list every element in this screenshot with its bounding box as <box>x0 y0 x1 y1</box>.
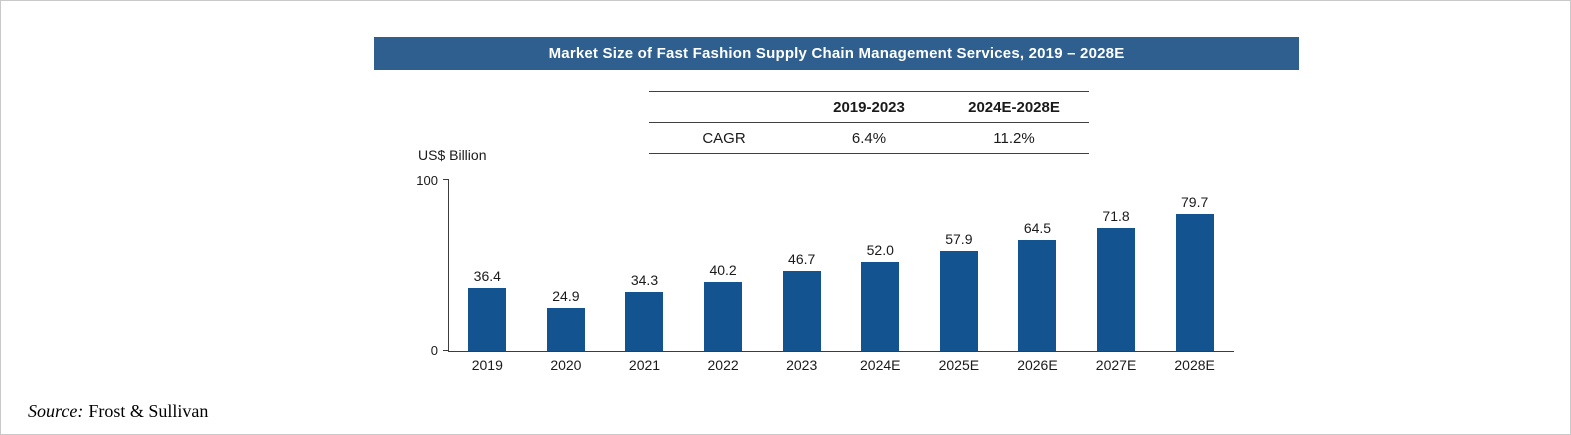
bar-group: 52.0 <box>841 159 920 351</box>
x-axis-line <box>448 351 1234 352</box>
cagr-table-header-cell: 2019-2023 <box>799 91 939 123</box>
x-axis-tick-label: 2021 <box>628 357 661 373</box>
y-axis-title: US$ Billion <box>418 147 487 163</box>
x-axis-tick-label: 2023 <box>786 357 818 373</box>
cagr-table-header-cell <box>649 91 799 123</box>
x-axis-labels: 2019 2020 2021 2022 2023 2024E 2025E 2026E 2027E… <box>448 357 1234 373</box>
x-axis-tick-label: 2025E <box>938 357 980 373</box>
bar-group: 57.9 <box>920 159 999 351</box>
bar-value-label: 36.4 <box>473 268 501 285</box>
y-axis-tick <box>443 350 448 351</box>
bar-group: 36.4 <box>448 159 527 351</box>
source-label: Source: <box>28 401 84 421</box>
x-axis-tick-label: 2020 <box>550 357 582 373</box>
cagr-table-header-cell: 2024E-2028E <box>939 91 1089 123</box>
bar <box>1097 227 1136 351</box>
y-axis-line <box>448 179 449 351</box>
x-axis-tick-label: 2026E <box>1017 357 1058 373</box>
cagr-value-2019-2023: 6.4% <box>799 122 939 154</box>
bar <box>861 261 900 351</box>
y-axis-tick-label-0: 0 <box>430 343 438 358</box>
bar <box>704 281 743 351</box>
bar <box>546 308 585 351</box>
bar <box>1175 213 1214 351</box>
source-line: Source: Frost & Sullivan <box>28 401 208 422</box>
bar-value-label: 24.9 <box>552 288 580 305</box>
chart-title-banner: Market Size of Fast Fashion Supply Chain… <box>374 37 1299 70</box>
bar-value-label: 57.9 <box>945 231 973 248</box>
bar-group: 46.7 <box>762 159 841 351</box>
bar-group: 64.5 <box>998 159 1077 351</box>
bar <box>625 292 664 351</box>
bar-group: 34.3 <box>605 159 684 351</box>
bar-group: 24.9 <box>527 159 606 351</box>
x-axis-tick-label: 2022 <box>707 357 739 373</box>
bar-value-label: 64.5 <box>1023 220 1052 237</box>
bar <box>1018 240 1057 351</box>
x-axis-tick-label: 2028E <box>1174 357 1215 373</box>
bar-group: 79.7 <box>1155 159 1234 351</box>
bar-group: 71.8 <box>1077 159 1156 351</box>
bar-group: 40.2 <box>684 159 763 351</box>
bar-value-label: 46.7 <box>788 250 816 267</box>
x-axis-tick-label: 2024E <box>860 357 901 373</box>
bar <box>939 251 978 351</box>
cagr-table-row-label: CAGR <box>649 122 799 154</box>
bar <box>782 270 821 351</box>
bar-value-label: 79.7 <box>1181 193 1209 210</box>
bar-chart-plot-area: 36.4 24.9 34.3 40.2 46.7 52.0 57.9 64.5 71.8 79.7 <box>448 159 1234 351</box>
y-axis-tick-label-100: 100 <box>416 173 438 188</box>
bar-value-label: 71.8 <box>1102 207 1130 224</box>
bar-value-label: 34.3 <box>630 272 659 289</box>
cagr-table: 2019-2023 2024E-2028E CAGR 6.4% 11.2% <box>649 91 1089 154</box>
bar <box>468 288 507 351</box>
bar-value-label: 52.0 <box>866 241 894 258</box>
cagr-table-header-row: 2019-2023 2024E-2028E <box>649 91 1089 123</box>
x-axis-tick-label: 2019 <box>471 357 503 373</box>
cagr-table-data-row: CAGR 6.4% 11.2% <box>649 122 1089 154</box>
bar-value-label: 40.2 <box>709 261 737 278</box>
x-axis-tick-label: 2027E <box>1095 357 1137 373</box>
cagr-value-2024-2028: 11.2% <box>939 122 1089 154</box>
chart-title: Market Size of Fast Fashion Supply Chain… <box>548 45 1125 62</box>
source-text: Frost & Sullivan <box>88 401 209 421</box>
y-axis-tick <box>443 179 448 180</box>
